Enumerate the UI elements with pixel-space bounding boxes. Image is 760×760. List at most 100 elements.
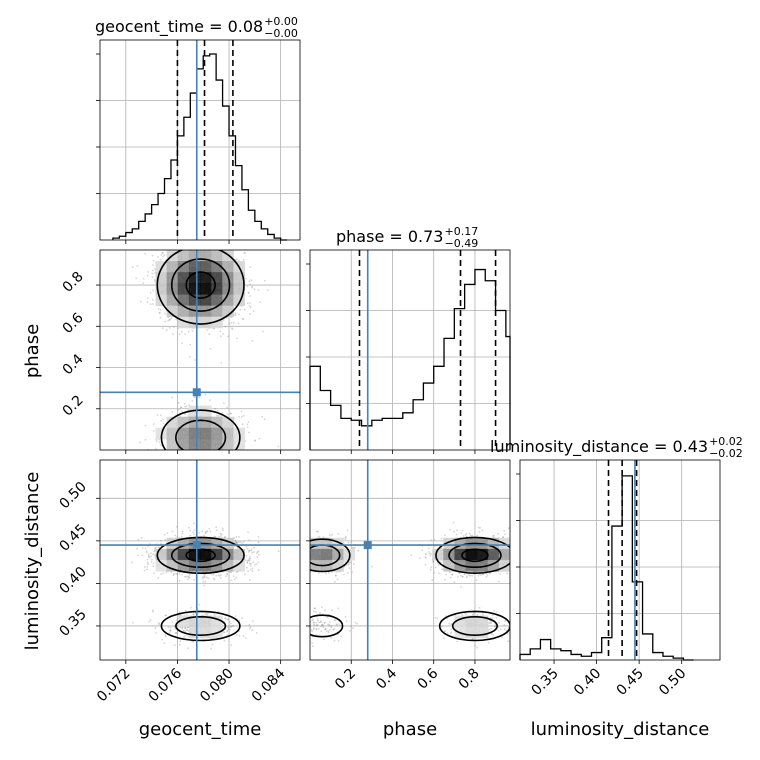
sample-point bbox=[229, 412, 232, 415]
sample-point bbox=[236, 542, 238, 545]
sample-point bbox=[192, 531, 195, 533]
sample-point bbox=[241, 617, 244, 619]
sample-point bbox=[164, 614, 167, 617]
sample-point bbox=[213, 613, 216, 616]
sample-point bbox=[266, 289, 269, 292]
sample-point bbox=[220, 415, 223, 417]
sample-point bbox=[232, 321, 235, 324]
sample-point bbox=[165, 329, 168, 331]
sample-point bbox=[244, 559, 247, 561]
sample-point bbox=[262, 330, 264, 333]
density-cell bbox=[188, 272, 201, 284]
sample-point bbox=[151, 272, 154, 275]
density-cell bbox=[188, 438, 201, 450]
sample-point bbox=[219, 335, 222, 338]
title-plus-error: +0.00 bbox=[264, 15, 298, 28]
sample-point bbox=[160, 573, 163, 575]
sample-point bbox=[212, 577, 215, 580]
sample-point bbox=[172, 574, 175, 576]
sample-point bbox=[213, 535, 216, 538]
sample-point bbox=[150, 555, 152, 558]
sample-point bbox=[153, 554, 156, 557]
sample-point bbox=[249, 562, 252, 565]
sample-point bbox=[156, 414, 159, 416]
sample-point bbox=[147, 563, 150, 566]
density-cell bbox=[188, 294, 201, 307]
sample-point bbox=[241, 423, 244, 426]
sample-point bbox=[205, 576, 208, 579]
sample-point bbox=[148, 620, 151, 623]
sample-point bbox=[257, 569, 260, 572]
sample-point bbox=[244, 573, 246, 576]
sample-point bbox=[152, 609, 155, 612]
title-plus-error: +0.02 bbox=[709, 435, 743, 448]
density-cell bbox=[166, 427, 179, 440]
density-cell bbox=[233, 272, 245, 284]
density-cell bbox=[222, 427, 234, 440]
panel-frame bbox=[99, 39, 301, 241]
sample-point bbox=[184, 634, 187, 637]
sample-point bbox=[159, 312, 161, 315]
sample-point bbox=[160, 420, 163, 422]
sample-point bbox=[220, 574, 222, 576]
density-cell bbox=[188, 416, 201, 429]
sample-point bbox=[245, 554, 248, 557]
density-cell bbox=[200, 283, 212, 295]
density-cell bbox=[200, 272, 212, 284]
sample-point bbox=[228, 621, 231, 623]
sample-point bbox=[238, 313, 240, 316]
sample-point bbox=[153, 268, 156, 270]
sample-point bbox=[230, 571, 233, 574]
sample-point bbox=[164, 320, 167, 323]
sample-point bbox=[175, 632, 178, 635]
sample-point bbox=[132, 621, 135, 624]
sample-point bbox=[188, 573, 191, 576]
sample-point bbox=[231, 328, 234, 331]
sample-point bbox=[157, 256, 159, 258]
sample-point bbox=[181, 342, 184, 344]
sample-point bbox=[164, 538, 167, 541]
sample-point bbox=[146, 568, 148, 571]
sample-point bbox=[233, 314, 236, 317]
sample-point bbox=[247, 292, 250, 295]
sample-point bbox=[152, 303, 154, 305]
sample-point bbox=[159, 316, 162, 319]
sample-point bbox=[152, 269, 154, 272]
sample-point bbox=[181, 530, 184, 533]
sample-point bbox=[187, 409, 189, 412]
contour-line bbox=[156, 250, 245, 325]
sample-point bbox=[222, 529, 224, 532]
density-cell bbox=[177, 261, 190, 273]
sample-point bbox=[144, 252, 147, 255]
sample-point bbox=[244, 252, 247, 255]
sample-point bbox=[248, 557, 251, 560]
sample-point bbox=[178, 333, 181, 336]
sample-point bbox=[189, 529, 191, 532]
sample-point bbox=[155, 632, 158, 634]
sample-point bbox=[218, 535, 220, 538]
sample-point bbox=[228, 323, 231, 325]
sample-point bbox=[242, 318, 245, 321]
sample-point bbox=[186, 629, 189, 632]
sample-point bbox=[145, 551, 148, 554]
sample-point bbox=[162, 418, 165, 421]
sample-point bbox=[234, 615, 237, 617]
sample-point bbox=[187, 415, 190, 417]
sample-point bbox=[205, 531, 208, 533]
sample-point bbox=[250, 548, 253, 551]
sample-point bbox=[184, 405, 187, 408]
density-cell bbox=[211, 261, 223, 273]
sample-point bbox=[187, 647, 190, 650]
sample-point bbox=[248, 623, 251, 626]
sample-point bbox=[143, 566, 146, 568]
sample-point bbox=[226, 572, 229, 575]
sample-point bbox=[151, 254, 154, 257]
sample-point bbox=[131, 561, 134, 564]
sample-point bbox=[161, 251, 164, 254]
sample-point bbox=[192, 640, 195, 643]
sample-point bbox=[154, 547, 157, 550]
title-text: phase = 0.73 bbox=[336, 227, 443, 246]
density-phase-vs-geocent-time-panel bbox=[96, 249, 301, 454]
sample-point bbox=[235, 576, 238, 579]
sample-point bbox=[220, 533, 223, 536]
